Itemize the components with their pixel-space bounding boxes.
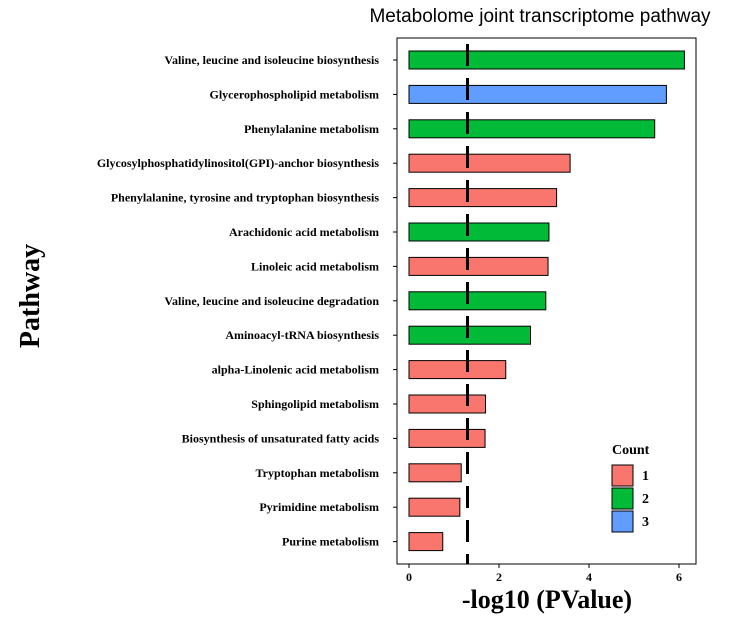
x-tick-label: 0 (406, 570, 412, 584)
bar-1 (408, 50, 685, 70)
category-label: Pyrimidine metabolism (259, 500, 379, 514)
bar-13 (408, 463, 462, 483)
legend-label: 1 (642, 469, 649, 484)
category-label: Glycerophospholipid metabolism (210, 87, 379, 101)
bar-2 (408, 84, 667, 104)
category-label: Glycosylphosphatidylinositol(GPI)-anchor… (97, 156, 380, 170)
bar-11 (408, 394, 486, 414)
bar-5 (408, 188, 558, 208)
x-tick-label: 6 (676, 570, 682, 584)
legend-label: 2 (642, 492, 649, 507)
legend-swatch-3 (611, 510, 634, 533)
x-tick-label: 2 (496, 570, 502, 584)
category-label: Sphingolipid metabolism (251, 397, 379, 411)
chart-title: Metabolome joint transcriptome pathway (369, 6, 711, 27)
bar-3 (408, 119, 656, 139)
category-label: Phenylalanine, tyrosine and tryptophan b… (111, 191, 380, 205)
bar-10 (408, 360, 507, 380)
bar-14 (408, 497, 461, 517)
bar-9 (408, 325, 531, 345)
category-label: Phenylalanine metabolism (244, 122, 379, 136)
bar-6 (408, 222, 550, 242)
category-label: Biosynthesis of unsaturated fatty acids (182, 431, 380, 445)
legend-title: Count (612, 443, 650, 458)
legend-swatch-1 (611, 464, 634, 487)
category-label: Arachidonic acid metabolism (229, 225, 379, 239)
category-label: Linoleic acid metabolism (251, 259, 379, 273)
legend-swatch-2 (611, 487, 634, 510)
category-label: alpha-Linolenic acid metabolism (212, 363, 379, 377)
x-axis-label: -log10 (PValue) (462, 585, 632, 614)
x-tick-label: 4 (586, 570, 592, 584)
category-label: Valine, leucine and isoleucine degradati… (164, 294, 379, 308)
category-label: Tryptophan metabolism (256, 466, 379, 480)
bar-8 (408, 291, 547, 311)
category-label: Valine, leucine and isoleucine biosynthe… (164, 53, 379, 67)
bar-12 (408, 428, 486, 448)
legend-label: 3 (642, 515, 649, 530)
category-label: Aminoacyl-tRNA biosynthesis (225, 328, 379, 342)
bar-7 (408, 256, 549, 276)
category-label: Purine metabolism (282, 535, 379, 549)
y-axis-label: Pathway (15, 244, 46, 348)
bar-15 (408, 532, 444, 552)
bar-4 (408, 153, 571, 173)
